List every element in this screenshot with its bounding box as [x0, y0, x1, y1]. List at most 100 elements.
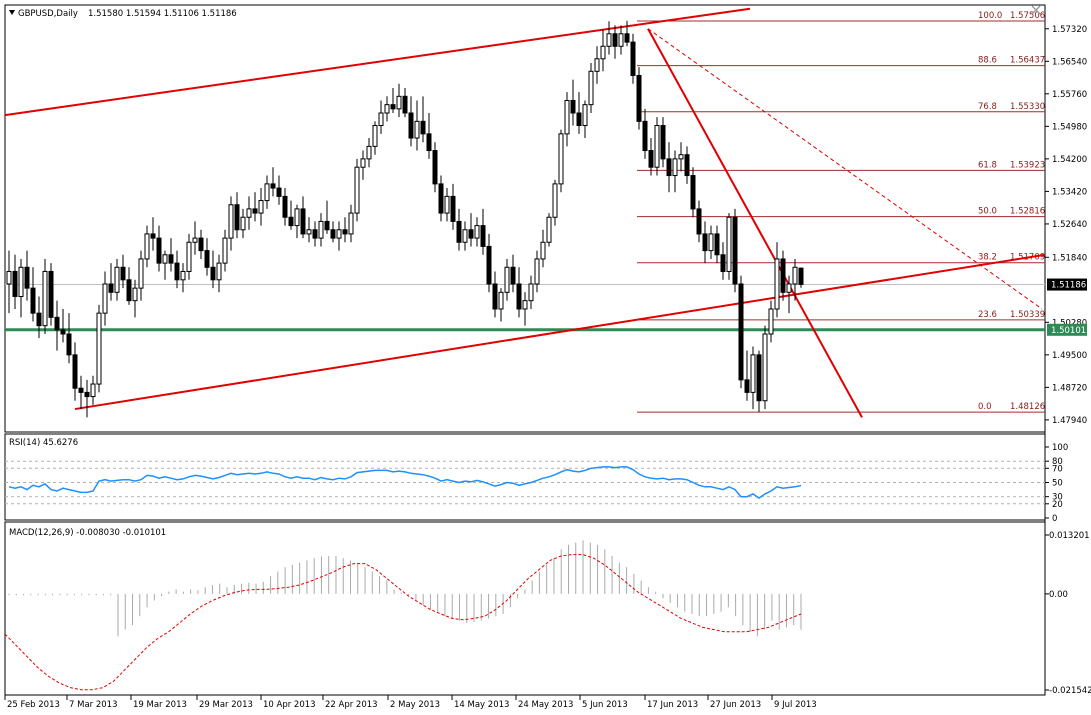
- macd-tick-label: 0.00: [1049, 590, 1068, 600]
- bull-candle: [144, 233, 150, 260]
- bear-candle: [426, 133, 432, 152]
- bull-candle: [528, 283, 534, 302]
- bear-candle: [432, 150, 438, 185]
- bear-candle: [636, 74, 642, 122]
- channel-lower-line: [74, 253, 1046, 411]
- bull-candle: [594, 58, 600, 72]
- bull-candle: [540, 241, 546, 260]
- fib-level-price: 1.50339: [1010, 310, 1045, 320]
- bear-candle: [156, 237, 162, 264]
- collapse-triangle-icon[interactable]: [9, 10, 15, 15]
- bull-candle: [90, 383, 96, 398]
- bear-candle: [252, 208, 258, 214]
- bear-candle: [714, 233, 720, 256]
- bull-candle: [462, 229, 468, 243]
- bear-candle: [612, 33, 618, 47]
- bear-candle: [174, 262, 180, 281]
- bull-candle: [498, 291, 504, 310]
- rsi-tick-label: 70: [1052, 464, 1063, 474]
- price-tick-label: 1.56540: [1052, 57, 1087, 67]
- bear-candle: [66, 333, 72, 356]
- bull-candle: [6, 270, 12, 285]
- bull-candle: [42, 270, 48, 327]
- bull-candle: [474, 225, 480, 239]
- bull-candle: [750, 354, 756, 393]
- bear-candle: [108, 283, 114, 293]
- close-icon[interactable]: [1031, 5, 1041, 15]
- bear-candle: [168, 254, 174, 264]
- bull-candle: [522, 300, 528, 310]
- bear-candle: [684, 154, 690, 177]
- rsi-tick-label: 80: [1052, 457, 1063, 467]
- channel-upper-line: [4, 7, 751, 117]
- bull-candle: [726, 216, 732, 272]
- bear-candle: [120, 266, 126, 281]
- time-tick-label: 2 May 2013: [390, 700, 440, 710]
- bull-candle: [246, 208, 252, 218]
- macd-panel: 0.013201 0.00 -0.021542: [4, 531, 1091, 696]
- bull-candle: [558, 133, 564, 185]
- current-price-badge: [1047, 278, 1087, 291]
- bear-candle: [420, 120, 426, 135]
- time-tick-label: 22 Apr 2013: [325, 700, 378, 710]
- time-tick-label: 5 Jun 2013: [582, 700, 628, 710]
- rsi-tick-label: 50: [1052, 479, 1063, 489]
- bear-candle: [60, 329, 66, 335]
- bull-candle: [414, 120, 420, 139]
- bear-candle: [12, 270, 18, 297]
- bull-candle: [396, 95, 402, 110]
- fib-level-price: 1.53923: [1010, 160, 1045, 170]
- bear-candle: [342, 229, 348, 235]
- bull-candle: [348, 212, 354, 235]
- bull-candle: [588, 70, 594, 106]
- symbol-title: GBPUSD,Daily: [18, 9, 78, 19]
- bull-candle: [336, 229, 342, 239]
- bull-candle: [240, 216, 246, 231]
- bear-candle: [402, 95, 408, 114]
- bull-candle: [360, 158, 366, 168]
- price-tick-label: 1.48720: [1052, 383, 1087, 393]
- macd-signal-line: [4, 554, 802, 691]
- bear-candle: [150, 233, 156, 239]
- price-tick-label: 1.47940: [1052, 416, 1087, 426]
- bull-candle: [294, 208, 300, 227]
- bull-candle: [762, 333, 768, 402]
- fib-level-percent: 61.8: [978, 160, 997, 170]
- bull-candle: [192, 237, 198, 243]
- bear-candle: [624, 33, 630, 43]
- bear-candle: [798, 267, 804, 285]
- bull-candle: [186, 241, 192, 272]
- time-axis: 25 Feb 2013 7 Mar 2013 19 Mar 2013 29 Mar 2…: [4, 695, 817, 710]
- bear-candle: [456, 220, 462, 243]
- bull-candle: [132, 287, 138, 302]
- price-tick-label: 1.53420: [1052, 187, 1087, 197]
- fib-level-price: 1.55330: [1010, 102, 1045, 112]
- bear-candle: [300, 208, 306, 235]
- bull-candle: [318, 220, 324, 239]
- bull-candle: [708, 233, 714, 252]
- bull-candle: [564, 99, 570, 135]
- bull-candle: [258, 200, 264, 214]
- bull-candle: [354, 166, 360, 214]
- macd-tick-label: 0.013201: [1049, 531, 1090, 541]
- fib-level-price: 1.48126: [1010, 402, 1045, 412]
- bull-candle: [378, 112, 384, 127]
- macd-title: MACD(12,26,9) -0.008030 -0.010101: [9, 528, 166, 538]
- bear-candle: [408, 112, 414, 139]
- price-axis: 1.57320 1.56540 1.55760 1.54980 1.54200 1.534…: [1045, 25, 1087, 426]
- rsi-line: [8, 466, 802, 500]
- bull-candle: [114, 266, 120, 293]
- bear-candle: [288, 216, 294, 227]
- time-tick-label: 14 May 2013: [454, 700, 509, 710]
- bear-candle: [72, 354, 78, 389]
- bull-candle: [384, 104, 390, 114]
- bear-candle: [198, 237, 204, 252]
- price-tick-label: 1.54200: [1052, 155, 1087, 165]
- bear-candle: [210, 266, 216, 281]
- bear-candle: [780, 258, 786, 293]
- bull-candle: [768, 308, 774, 335]
- bear-candle: [324, 220, 330, 231]
- bull-candle: [552, 183, 558, 218]
- bear-candle: [30, 287, 36, 314]
